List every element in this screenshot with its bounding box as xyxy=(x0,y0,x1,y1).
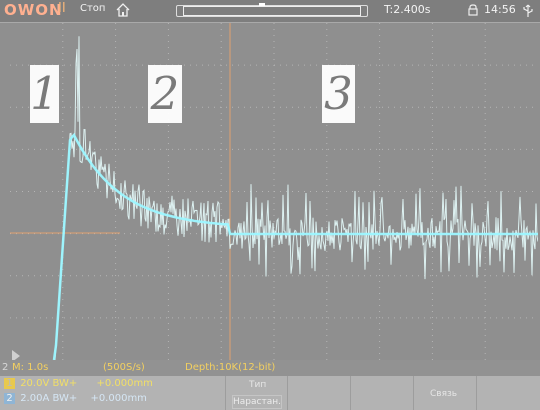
timebase-readout: M: 1.0s xyxy=(12,362,49,373)
menu-divider xyxy=(287,376,288,410)
channel-2-info[interactable]: 2 2.00A BW+ +0.000mm xyxy=(4,393,224,408)
clock-readout: 14:56 xyxy=(484,3,516,16)
channel-1-info[interactable]: 1 20.0V BW+ +0.000mm xyxy=(4,378,224,393)
menu-divider xyxy=(350,376,351,410)
channel-2-offset: +0.000mm xyxy=(90,393,147,404)
home-icon xyxy=(116,3,130,17)
memory-depth-readout: Depth:10K(12-bit) xyxy=(185,362,276,373)
usb-icon xyxy=(523,4,533,17)
channel-2-scale: 2.00A BW+ xyxy=(20,393,78,404)
waveform-display xyxy=(10,23,538,360)
trigger-slope-button[interactable]: Нарастан. xyxy=(232,395,282,409)
channel-2-badge: 2 xyxy=(4,393,15,404)
run-stop-indicator: II xyxy=(58,1,66,16)
trigger-position-marker xyxy=(259,3,265,6)
graticule-grid xyxy=(10,23,538,360)
menu-divider xyxy=(476,376,477,410)
menu-divider xyxy=(413,376,414,410)
channel-1-offset: +0.000mm xyxy=(96,378,153,389)
trigger-time-readout: T:2.400s xyxy=(384,3,431,16)
lock-icon xyxy=(468,4,478,16)
region-label-1: 1 xyxy=(30,65,59,123)
channel-2-marker-label: 2 xyxy=(2,362,9,373)
channel-1-scale: 20.0V BW+ xyxy=(20,378,78,389)
memory-view-window xyxy=(183,6,361,16)
region-label-3: 3 xyxy=(322,65,355,123)
region-label-2: 2 xyxy=(148,65,182,123)
signal-trace-average xyxy=(52,132,538,360)
acquisition-status-bar: 2 M: 1.0s (500S/s) Depth:10K(12-bit) xyxy=(0,360,540,376)
menu-divider xyxy=(225,376,226,410)
bottom-menu-panel: 1 20.0V BW+ +0.000mm 2 2.00A BW+ +0.000m… xyxy=(0,376,540,410)
sample-rate-readout: (500S/s) xyxy=(103,362,145,373)
signal-trace-raw xyxy=(54,36,538,360)
coupling-menu-label[interactable]: Связь xyxy=(430,389,458,399)
cursor-lines xyxy=(10,23,231,360)
acquisition-state-label: Стоп xyxy=(80,3,106,14)
top-status-bar: OWON II Стоп T:2.400s 14:56 xyxy=(0,0,540,23)
brand-logo: OWON xyxy=(4,1,63,19)
channel-1-badge: 1 xyxy=(4,378,15,389)
memory-position-bar[interactable] xyxy=(176,3,368,17)
channel-2-ground-marker[interactable] xyxy=(12,350,20,360)
trigger-type-label: Тип xyxy=(249,380,267,390)
